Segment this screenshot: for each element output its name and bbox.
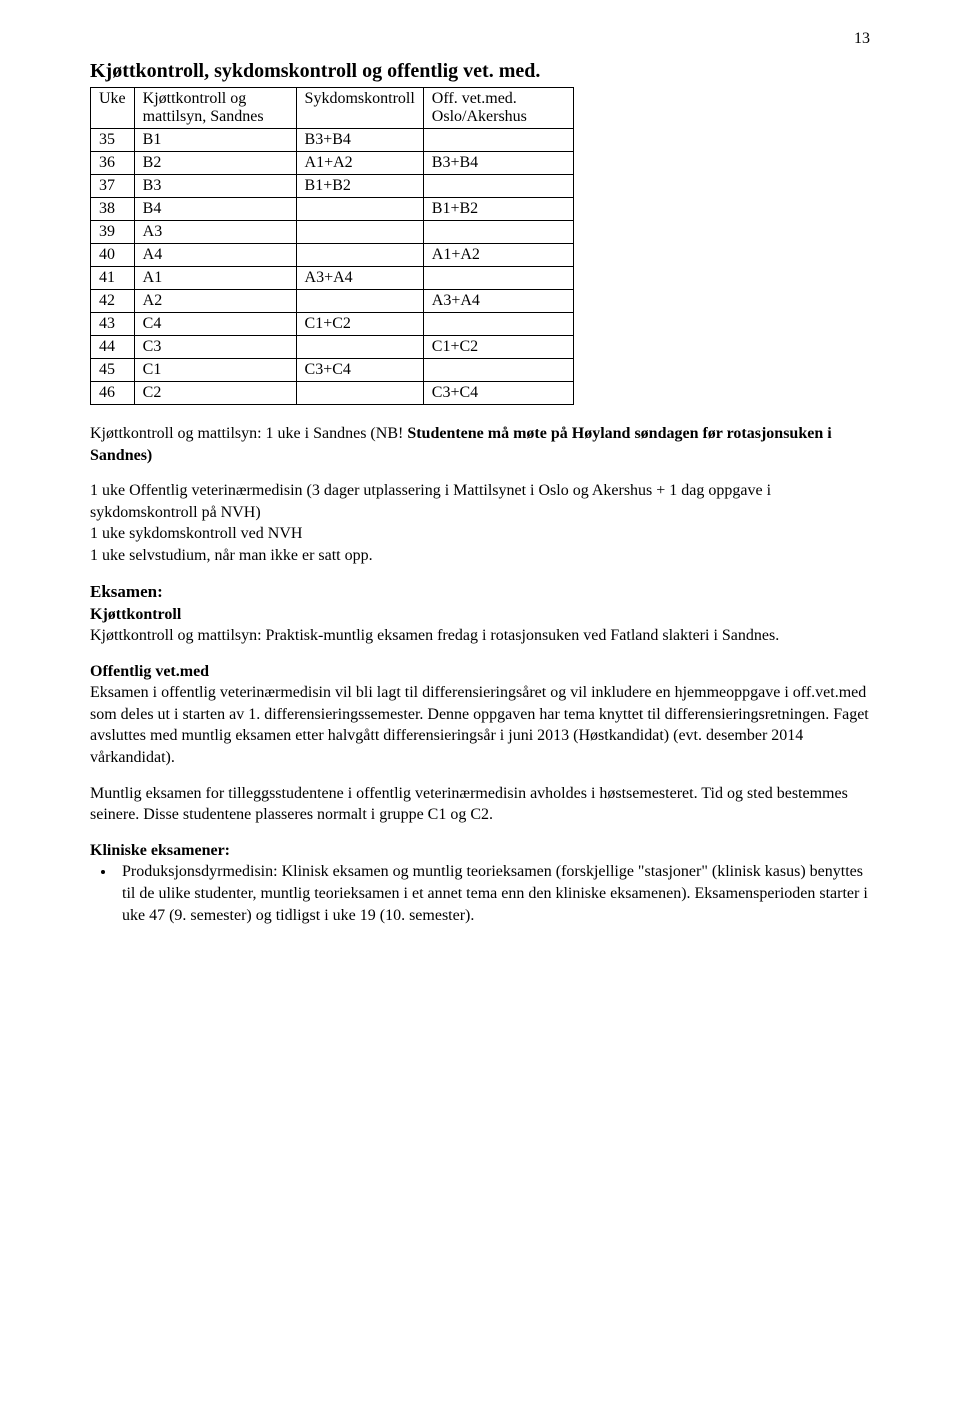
- table-header: Sykdomskontroll: [296, 88, 423, 129]
- table-cell: A1+A2: [296, 152, 423, 175]
- table-cell: C3: [134, 336, 296, 359]
- table-row: 46C2 C3+C4: [91, 382, 574, 405]
- table-row: 43C4C1+C2: [91, 313, 574, 336]
- kliniske-heading: Kliniske eksamener:: [90, 840, 870, 862]
- table-cell: A3: [134, 221, 296, 244]
- table-header-row: Uke Kjøttkontroll og mattilsyn, Sandnes …: [91, 88, 574, 129]
- table-cell: C4: [134, 313, 296, 336]
- table-cell: [296, 244, 423, 267]
- table-cell: 35: [91, 129, 135, 152]
- paragraph-mattilsyn: Kjøttkontroll og mattilsyn: 1 uke i Sand…: [90, 423, 870, 466]
- table-cell: B1+B2: [296, 175, 423, 198]
- table-row: 44C3 C1+C2: [91, 336, 574, 359]
- table-cell: B3+B4: [296, 129, 423, 152]
- table-cell: B4: [134, 198, 296, 221]
- table-cell: C2: [134, 382, 296, 405]
- table-cell: A4: [134, 244, 296, 267]
- table-cell: 40: [91, 244, 135, 267]
- table-row: 45C1C3+C4: [91, 359, 574, 382]
- table-cell: 45: [91, 359, 135, 382]
- table-row: 41A1A3+A4: [91, 267, 574, 290]
- list-item: Produksjonsdyrmedisin: Klinisk eksamen o…: [116, 861, 870, 926]
- table-cell: [423, 267, 573, 290]
- table-cell: 43: [91, 313, 135, 336]
- table-cell: B1: [134, 129, 296, 152]
- page-title: Kjøttkontroll, sykdomskontroll og offent…: [90, 60, 870, 83]
- table-cell: 46: [91, 382, 135, 405]
- paragraph-offvetmed: Eksamen i offentlig veterinærmedisin vil…: [90, 682, 870, 768]
- table-cell: 41: [91, 267, 135, 290]
- table-cell: A2: [134, 290, 296, 313]
- table-cell: [423, 313, 573, 336]
- table-cell: 42: [91, 290, 135, 313]
- paragraph-muntlig: Muntlig eksamen for tilleggsstudentene i…: [90, 783, 870, 826]
- table-row: 42A2 A3+A4: [91, 290, 574, 313]
- table-cell: 44: [91, 336, 135, 359]
- table-cell: A1+A2: [423, 244, 573, 267]
- table-row: 39A3: [91, 221, 574, 244]
- table-cell: C3+C4: [296, 359, 423, 382]
- offvetmed-heading: Offentlig vet.med: [90, 661, 870, 683]
- table-cell: C1+C2: [296, 313, 423, 336]
- table-cell: B3: [134, 175, 296, 198]
- table-cell: [296, 336, 423, 359]
- table-row: 35B1B3+B4: [91, 129, 574, 152]
- table-cell: B1+B2: [423, 198, 573, 221]
- table-cell: [423, 221, 573, 244]
- table-cell: B2: [134, 152, 296, 175]
- table-cell: A3+A4: [423, 290, 573, 313]
- table-row: 36B2A1+A2B3+B4: [91, 152, 574, 175]
- table-cell: [296, 382, 423, 405]
- table-cell: 39: [91, 221, 135, 244]
- paragraph-kjottkontroll: Kjøttkontroll og mattilsyn: Praktisk-mun…: [90, 625, 870, 647]
- kjottkontroll-heading: Kjøttkontroll: [90, 604, 870, 626]
- table-row: 38B4 B1+B2: [91, 198, 574, 221]
- table-cell: [296, 198, 423, 221]
- table-cell: [296, 290, 423, 313]
- table-cell: A1: [134, 267, 296, 290]
- table-cell: [423, 129, 573, 152]
- table-cell: [423, 175, 573, 198]
- table-cell: 37: [91, 175, 135, 198]
- page: 13 Kjøttkontroll, sykdomskontroll og off…: [0, 0, 960, 986]
- table-cell: C3+C4: [423, 382, 573, 405]
- table-header: Kjøttkontroll og mattilsyn, Sandnes: [134, 88, 296, 129]
- eksamen-heading: Eksamen:: [90, 581, 870, 604]
- table-cell: 38: [91, 198, 135, 221]
- table-cell: 36: [91, 152, 135, 175]
- table-cell: [296, 221, 423, 244]
- table-header: Off. vet.med. Oslo/Akershus: [423, 88, 573, 129]
- paragraph-offentlig-uke: 1 uke Offentlig veterinærmedisin (3 dage…: [90, 480, 870, 566]
- schedule-table: Uke Kjøttkontroll og mattilsyn, Sandnes …: [90, 87, 574, 405]
- text: Kjøttkontroll og mattilsyn: 1 uke i Sand…: [90, 425, 407, 442]
- page-number: 13: [854, 30, 870, 48]
- table-header: Uke: [91, 88, 135, 129]
- table-cell: C1: [134, 359, 296, 382]
- table-cell: C1+C2: [423, 336, 573, 359]
- table-cell: A3+A4: [296, 267, 423, 290]
- bullet-list: Produksjonsdyrmedisin: Klinisk eksamen o…: [90, 861, 870, 926]
- table-row: 37B3B1+B2: [91, 175, 574, 198]
- table-cell: [423, 359, 573, 382]
- table-cell: B3+B4: [423, 152, 573, 175]
- table-row: 40A4 A1+A2: [91, 244, 574, 267]
